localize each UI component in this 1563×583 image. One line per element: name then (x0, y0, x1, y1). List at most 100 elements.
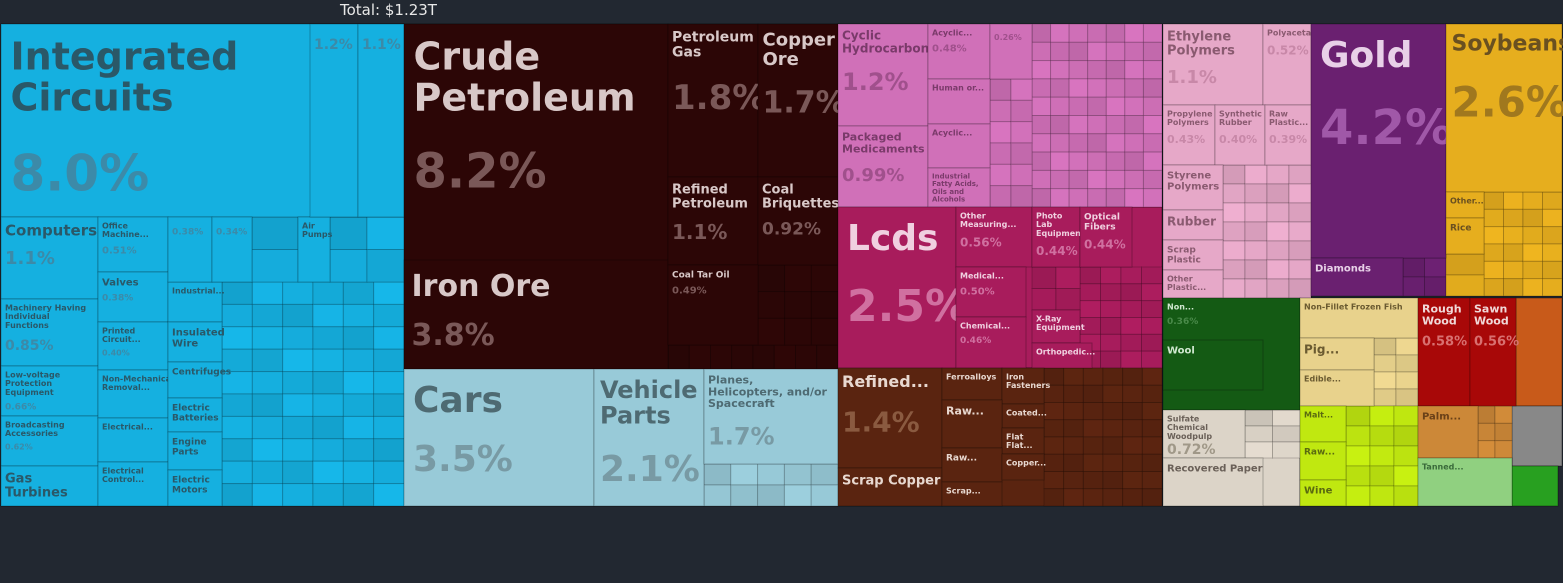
treemap-tile (1542, 226, 1563, 245)
treemap-tile (329, 216, 368, 250)
cell-label: Spacecraft (708, 397, 775, 410)
cell-label: Crude (414, 35, 541, 79)
category-block-weapons (1511, 465, 1559, 507)
treemap-tile (1141, 402, 1163, 421)
treemap-tile (1124, 60, 1144, 80)
treemap-tile (810, 291, 839, 319)
cell-label: Chemical... (960, 322, 1010, 331)
treemap-cell (941, 399, 1003, 449)
treemap-tile (783, 463, 812, 486)
treemap-tile (1055, 266, 1081, 289)
treemap-tile (1266, 221, 1290, 242)
cell-label: Soybeans (1452, 31, 1563, 56)
treemap-cell (757, 176, 839, 266)
treemap-tile (221, 393, 253, 417)
treemap-cell (1445, 191, 1485, 219)
cell-label: Coal (762, 182, 794, 197)
treemap-tile (1122, 384, 1143, 403)
cell-label: Plastic (1167, 255, 1201, 265)
treemap-tile (1031, 188, 1052, 208)
treemap-tile (1494, 440, 1513, 459)
treemap-tile (1222, 202, 1246, 223)
cell-label: Electrical (102, 467, 144, 476)
treemap-tile (1266, 183, 1290, 204)
treemap-tile (1142, 60, 1163, 80)
cell-label: Machine... (102, 230, 149, 239)
cell-label: Diamonds (1315, 264, 1371, 275)
treemap-tile (312, 438, 344, 462)
treemap-tile (1542, 260, 1563, 280)
treemap-tile (1079, 300, 1101, 318)
cell-percent: 0.49% (672, 286, 707, 297)
cell-label: Propylene (1167, 110, 1213, 119)
cell-label: Equipment (1036, 323, 1085, 332)
treemap-tile (1100, 350, 1122, 369)
treemap-tile (251, 371, 284, 395)
treemap-tile (1369, 465, 1395, 487)
treemap-tile (1087, 133, 1107, 153)
treemap-tile (1031, 133, 1052, 153)
cell-label: Polymers (1167, 118, 1209, 127)
treemap-tile (312, 483, 344, 507)
treemap-tile (221, 303, 253, 328)
treemap-tile (1068, 78, 1089, 98)
treemap-tile (1122, 436, 1143, 455)
treemap-tile (1244, 164, 1268, 185)
cell-label: Electric (172, 404, 210, 414)
treemap-tile (1050, 41, 1070, 62)
treemap-tile (1102, 453, 1124, 472)
treemap-tile (667, 344, 690, 370)
cell-label: Centrifuges (172, 368, 231, 378)
treemap-cell (941, 481, 1003, 507)
treemap-tile (1142, 133, 1163, 153)
treemap-cell (167, 469, 223, 507)
treemap-tile (221, 460, 253, 485)
treemap-tile (282, 415, 314, 440)
treemap-cell (0, 298, 99, 367)
treemap-tile (1141, 367, 1163, 386)
treemap-cell (837, 125, 929, 208)
treemap-tile (1141, 384, 1163, 403)
treemap-tile (373, 483, 405, 507)
treemap-tile (1142, 169, 1163, 190)
treemap-tile (1288, 221, 1312, 242)
treemap-tile (373, 460, 405, 485)
treemap-cell (1162, 339, 1264, 391)
treemap-tile (1122, 488, 1143, 507)
treemap-tile (1503, 278, 1524, 297)
treemap-tile (1222, 240, 1246, 261)
treemap-cell (1469, 297, 1517, 407)
cell-percent: 0.56% (1474, 334, 1519, 349)
treemap-tile (1050, 96, 1070, 116)
treemap-cell (97, 461, 169, 507)
treemap-tile (1010, 163, 1033, 187)
treemap-tile (342, 326, 375, 350)
treemap-tile (1141, 488, 1163, 507)
cell-label: Insulated (172, 328, 225, 339)
cell-label: Non... (1167, 303, 1194, 312)
cell-label: Packaged (842, 130, 902, 143)
cell-label: Sawn (1474, 302, 1507, 315)
treemap-cell (1299, 479, 1347, 507)
treemap-tile (1393, 425, 1419, 447)
cell-percent: 0.36% (1167, 317, 1198, 327)
treemap-tile (1068, 151, 1089, 171)
treemap-tile (784, 317, 812, 346)
treemap-cell (837, 23, 929, 127)
treemap-tile (1010, 142, 1033, 165)
cell-percent: 0.44% (1084, 237, 1126, 251)
cell-label: Scrap Copper (842, 473, 941, 488)
cell-percent: 0.26% (994, 33, 1022, 42)
treemap-cell (927, 123, 991, 169)
treemap-tile (1222, 278, 1246, 299)
treemap-tile (251, 249, 299, 283)
cell-label: Rubber (1219, 118, 1252, 127)
treemap-tile (784, 264, 812, 293)
cell-label: Circuits (11, 76, 174, 120)
treemap-tile (1105, 41, 1126, 62)
cell-label: Office (102, 222, 128, 231)
cell-percent: 1.7% (708, 423, 775, 451)
cell-percent: 2.6% (1452, 77, 1563, 126)
cell-label: Polyacetals (1267, 29, 1319, 38)
cell-label: Edible... (1304, 375, 1341, 384)
